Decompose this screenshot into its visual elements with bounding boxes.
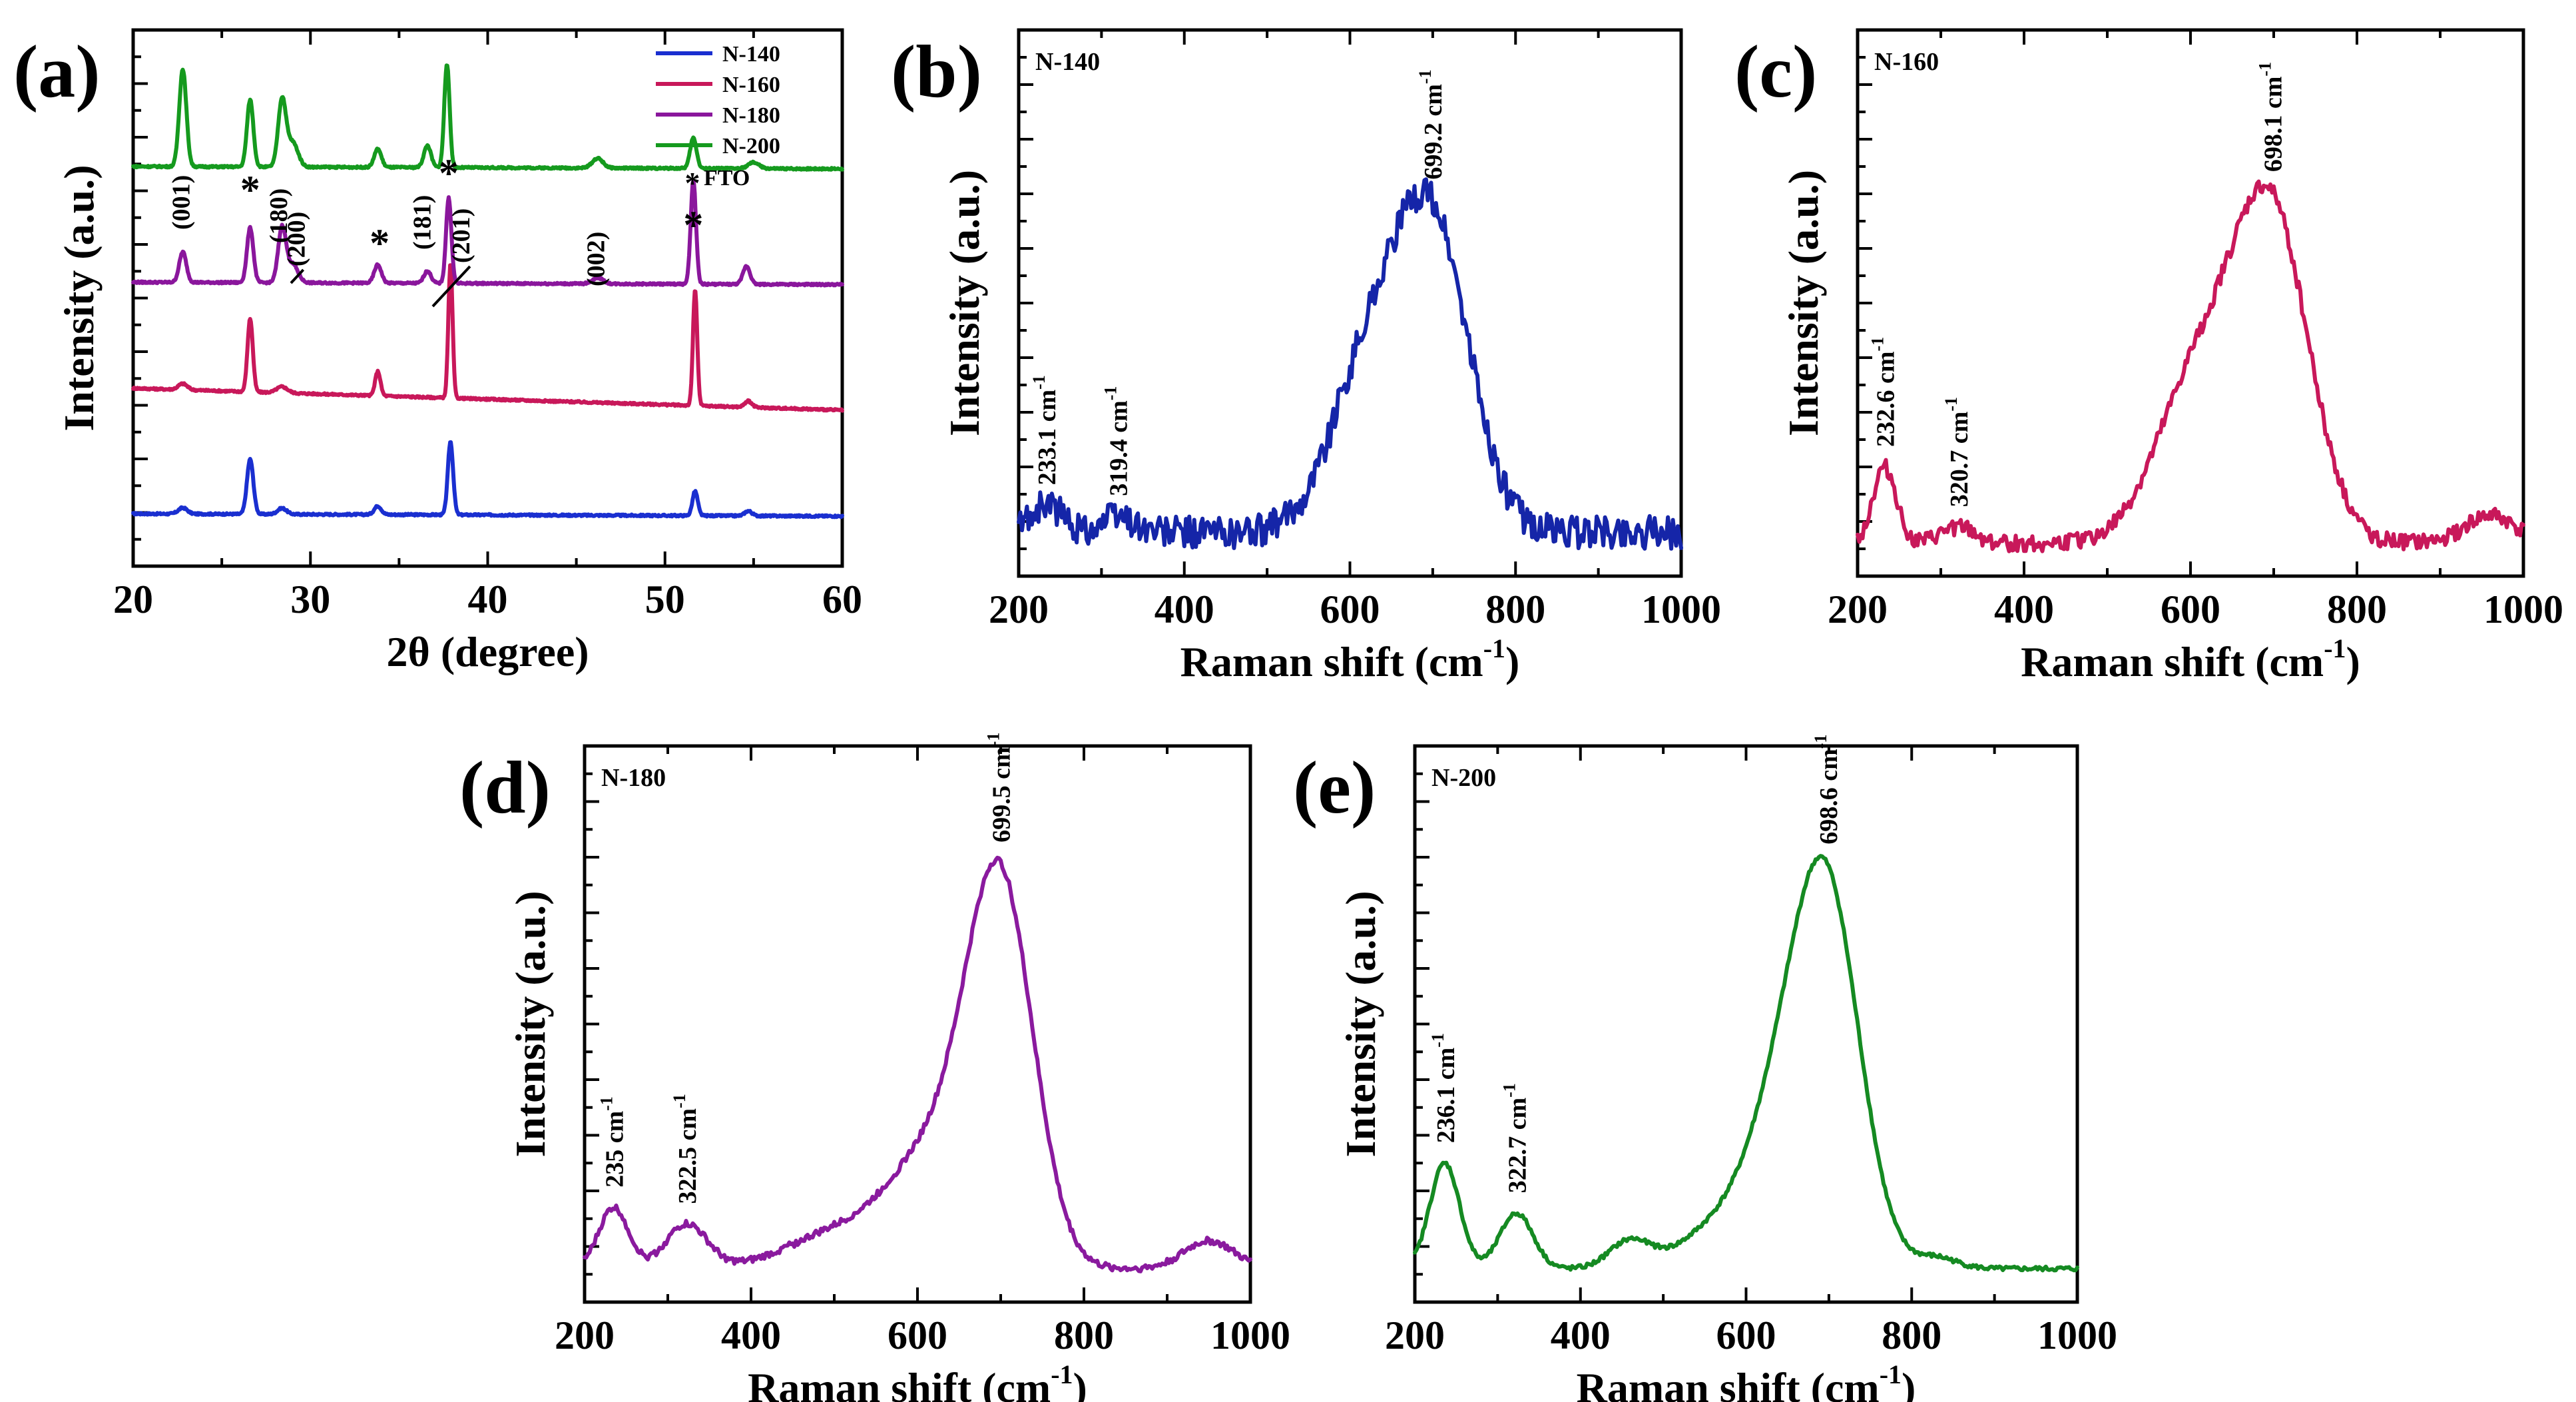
- legend-entry: N-140: [722, 42, 780, 67]
- panel-label-c: (c): [1734, 31, 1817, 113]
- x-tick-label-c: 800: [2327, 587, 2387, 631]
- x-axis-label-b: Raman shift (cm-1): [1180, 633, 1520, 685]
- x-tick-label-c: 400: [1994, 587, 2054, 631]
- peak-annotation: 232.6 cm-1: [1868, 337, 1900, 447]
- panel-label-b: (b): [891, 31, 982, 113]
- x-tick-label-d: 800: [1054, 1313, 1114, 1357]
- x-axis-label-d: Raman shift (cm-1): [748, 1359, 1087, 1402]
- x-tick-label-a: 60: [822, 577, 862, 621]
- spectrum-line-N-180: [583, 855, 1252, 1273]
- hkl-annotation: (181): [409, 195, 437, 250]
- x-tick-label-b: 600: [1320, 587, 1380, 631]
- hkl-annotation: (002): [583, 232, 611, 286]
- panel-label-d: (d): [459, 747, 551, 829]
- x-tick-label-e: 1000: [2037, 1313, 2117, 1357]
- hkl-annotation: (200): [283, 212, 311, 266]
- panel-c: (c) 200 400 600 800 1000 Raman shift (cm-1) Int…: [1734, 28, 2563, 685]
- axis-frame-e: [1413, 744, 2079, 1304]
- x-tick-label-d: 400: [721, 1313, 781, 1357]
- panel-a: (a) 20 30 40 50 60 2θ (degree) Intensity (a.u.)…: [13, 28, 862, 675]
- legend-entry: N-160: [722, 73, 780, 97]
- legend-entry: N-200: [722, 134, 780, 159]
- fto-marker: *: [240, 168, 260, 212]
- series-line-N-200: [131, 63, 844, 172]
- spectrum-line-N-140: [1017, 177, 1683, 551]
- x-tick-label-a: 20: [113, 577, 153, 621]
- spectrum-line-N-200: [1413, 854, 2079, 1273]
- x-axis-label-c: Raman shift (cm-1): [2021, 633, 2360, 685]
- x-tick-label-e: 400: [1551, 1313, 1611, 1357]
- x-tick-label-b: 1000: [1641, 587, 1721, 631]
- series-line-N-180: [131, 178, 844, 288]
- x-tick-label-c: 200: [1828, 587, 1888, 631]
- x-tick-label-e: 600: [1716, 1313, 1776, 1357]
- y-axis-label-d: Intensity (a.u.): [507, 890, 554, 1157]
- peak-annotation: 698.6 cm-1: [1811, 735, 1843, 845]
- peak-annotation: 322.5 cm-1: [670, 1094, 702, 1204]
- x-axis-label-a: 2θ (degree): [386, 628, 589, 675]
- spectrum-line-N-160: [1856, 179, 2525, 553]
- x-tick-label-a: 50: [645, 577, 685, 621]
- fto-marker: *: [439, 151, 459, 195]
- sample-label: N-140: [1035, 48, 1100, 76]
- sample-label: N-200: [1431, 764, 1496, 792]
- panel-b: (b) 200 400 600 800 1000 Raman shift (cm-1) Int…: [891, 28, 1721, 685]
- peak-annotation: 698.1 cm-1: [2256, 62, 2288, 172]
- x-tick-label-a: 30: [290, 577, 330, 621]
- panel-label-a: (a): [13, 31, 101, 113]
- peak-annotation: 233.1 cm-1: [1029, 375, 1061, 485]
- y-axis-label-e: Intensity (a.u.): [1337, 890, 1384, 1157]
- sample-label: N-180: [601, 764, 666, 792]
- panel-label-e: (e): [1293, 747, 1376, 829]
- x-axis-label-e: Raman shift (cm-1): [1577, 1359, 1916, 1402]
- sample-label: N-160: [1874, 48, 1939, 76]
- peak-annotation: 235 cm-1: [597, 1096, 629, 1188]
- x-tick-label-e: 800: [1882, 1313, 1941, 1357]
- x-tick-label-c: 1000: [2483, 587, 2563, 631]
- hkl-annotation: (001): [168, 175, 196, 230]
- x-tick-label-b: 200: [989, 587, 1049, 631]
- series-line-N-160: [131, 263, 844, 413]
- peak-annotation: 319.4 cm-1: [1101, 386, 1133, 496]
- y-axis-label-b: Intensity (a.u.): [941, 170, 988, 436]
- arrow-icon: [290, 268, 305, 284]
- fto-marker: *: [370, 221, 389, 265]
- peak-annotation: 322.7 cm-1: [1500, 1083, 1532, 1193]
- peak-annotation: 320.7 cm-1: [1941, 397, 1973, 507]
- x-tick-label-d: 600: [888, 1313, 947, 1357]
- y-axis-label-c: Intensity (a.u.): [1780, 170, 1827, 436]
- x-tick-label-e: 200: [1385, 1313, 1445, 1357]
- legend-entry: N-180: [722, 103, 780, 128]
- x-tick-label-b: 400: [1155, 587, 1214, 631]
- legend-fto-star: *: [685, 166, 700, 200]
- axis-frame-d: [583, 744, 1252, 1304]
- legend-fto-label: FTO: [704, 166, 750, 190]
- x-tick-label-c: 600: [2161, 587, 2220, 631]
- x-tick-label-b: 800: [1485, 587, 1545, 631]
- arrow-icon: [431, 265, 471, 308]
- x-tick-label-a: 40: [468, 577, 508, 621]
- peak-annotation: 236.1 cm-1: [1428, 1033, 1460, 1143]
- panel-e: (e) 200 400 600 800 1000 Raman shift (cm-1) Int…: [1293, 735, 2117, 1402]
- x-tick-label-d: 200: [555, 1313, 615, 1357]
- series-line-N-140: [131, 440, 844, 520]
- hkl-annotation: (180): [265, 188, 293, 243]
- hkl-annotation: (201): [447, 208, 475, 263]
- x-tick-label-d: 1000: [1210, 1313, 1290, 1357]
- y-axis-label-a: Intensity (a.u.): [55, 165, 103, 431]
- panel-d: (d) 200 400 600 800 1000 Raman shift (cm-1) Int…: [459, 733, 1290, 1402]
- fto-marker: *: [683, 203, 703, 247]
- peak-annotation: 699.5 cm-1: [983, 733, 1015, 843]
- peak-annotation: 699.2 cm-1: [1416, 69, 1447, 179]
